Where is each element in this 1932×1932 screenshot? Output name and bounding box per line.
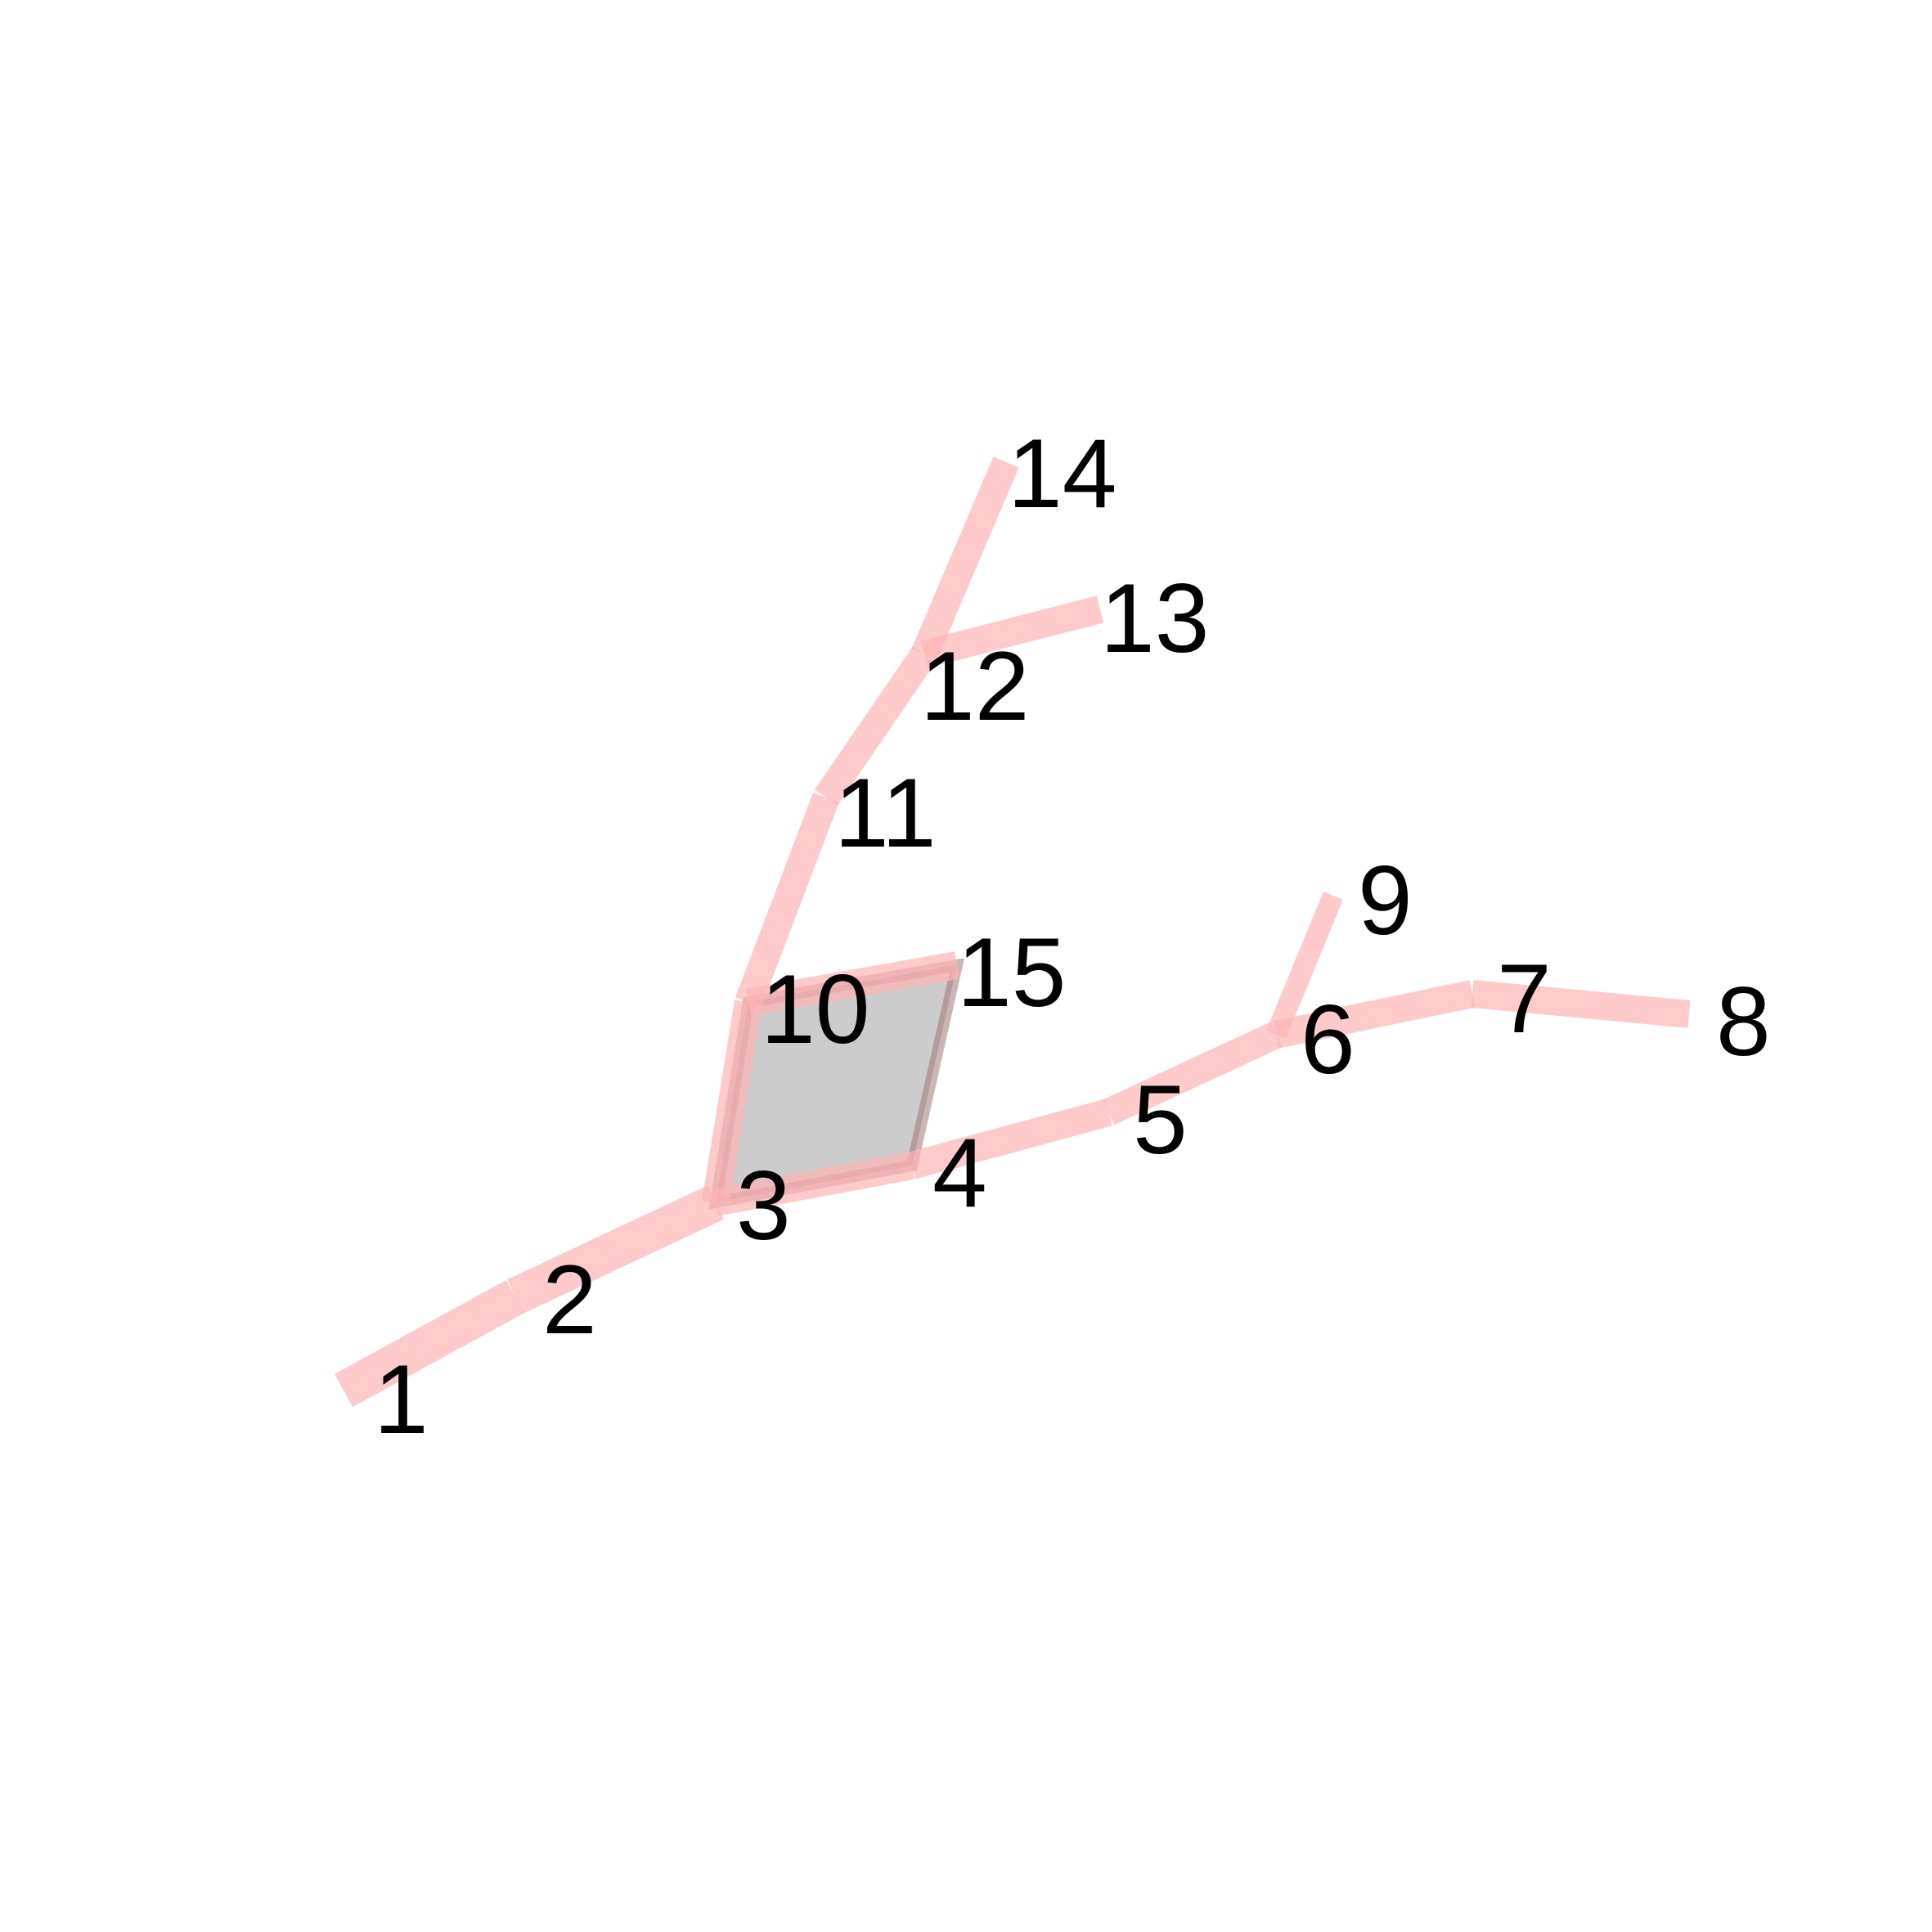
node-label-5: 5 [1133,1065,1188,1175]
node-label-8: 8 [1716,967,1771,1076]
edge-10-11 [735,792,839,1008]
edge-10-15 [746,951,959,1016]
edge-4-5 [908,1099,1112,1179]
edge-12-14 [911,456,1019,660]
node-label-14: 14 [1008,419,1117,528]
node-label-7: 7 [1497,944,1552,1054]
node-label-4: 4 [932,1118,987,1228]
node-label-11: 11 [834,758,937,868]
node-label-10: 10 [761,955,869,1064]
node-label-9: 9 [1358,846,1413,955]
edge-12-13 [920,595,1104,668]
bond-layer [334,456,1691,1408]
edge-6-9 [1265,892,1344,1039]
edge-11-12 [814,646,937,806]
edge-7-8 [1471,980,1691,1028]
node-label-13: 13 [1100,564,1209,673]
node-label-15: 15 [957,918,1066,1027]
edge-6-7 [1273,980,1476,1049]
edge-2-3 [507,1185,724,1314]
node-label-2: 2 [542,1245,597,1355]
node-label-12: 12 [920,631,1029,741]
edge-5-6 [1102,1022,1283,1126]
edge-3-4 [712,1152,915,1216]
node-label-3: 3 [736,1151,791,1260]
edge-1-2 [334,1279,525,1408]
node-label-1: 1 [374,1345,429,1454]
node-label-6: 6 [1301,985,1355,1094]
edge-3-10 [702,1000,762,1205]
